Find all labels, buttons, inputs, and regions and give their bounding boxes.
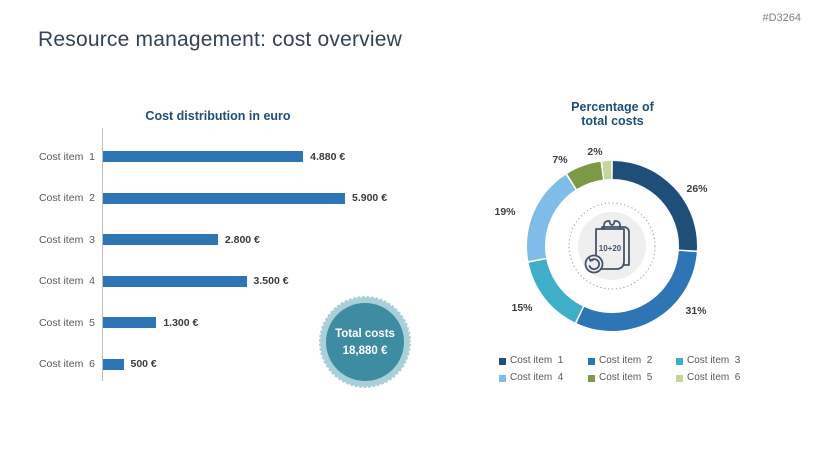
bar-category-label: Cost item 1 [38, 150, 95, 163]
total-costs-badge: Total costs 18,880 € [317, 294, 413, 390]
donut-percent-label: 7% [552, 154, 568, 166]
donut-segment [567, 161, 603, 190]
bar [103, 234, 218, 245]
bar-value-label: 4.880 € [310, 150, 346, 163]
donut-legend: Cost item 1 Cost item 2 Cost item 3 Cost it… [499, 356, 749, 390]
total-costs-badge-circle [317, 294, 413, 390]
bar-category-label: Cost item 2 [38, 192, 95, 204]
legend-swatch [588, 374, 595, 382]
donut-percent-label: 19% [494, 206, 516, 218]
bar-value-label: 3.500 € [253, 275, 289, 287]
receipt-calculation-icon: 10+20 [584, 220, 630, 274]
bar [103, 275, 247, 287]
bar [103, 317, 157, 328]
bar-category-label: Cost item 6 [38, 358, 95, 370]
total-costs-value: 18,880 € [342, 345, 388, 357]
bar-chart-axis [102, 128, 103, 381]
legend-item: Cost item 5 [588, 373, 652, 383]
bar-category-label: Cost item 4 [38, 275, 95, 287]
template-id-tag: #D3264 [762, 12, 801, 24]
donut-percent-label: 2% [587, 146, 603, 158]
donut-percent-label: 15% [511, 302, 533, 314]
bar-category-label: Cost item 5 [38, 316, 95, 329]
bar-chart-title: Cost distribution in euro [145, 109, 291, 123]
legend-label: Cost item 2 [599, 355, 653, 366]
legend-label: Cost item 1 [510, 355, 564, 366]
legend-swatch [588, 357, 595, 365]
bar-category-label: Cost item 3 [38, 233, 95, 246]
donut-percent-label: 26% [686, 183, 708, 195]
page-title: Resource management: cost overview [38, 28, 402, 51]
donut-chart-title-line1: Percentage of [571, 100, 654, 114]
bar [103, 358, 124, 370]
total-costs-label: Total costs [335, 328, 395, 340]
donut-chart: 10+20 26% 31% 15% 19% 7% 2% [494, 131, 727, 361]
bar [103, 151, 304, 162]
legend-swatch [499, 374, 506, 382]
legend-item: Cost item 6 [676, 373, 740, 383]
donut-segment [602, 161, 612, 180]
donut-chart-title: Percentage of total costs [530, 100, 695, 128]
legend-item: Cost item 4 [499, 373, 563, 383]
donut-chart-title-line2: total costs [581, 114, 644, 128]
donut-svg: 10+20 [526, 161, 697, 332]
legend-item: Cost item 1 [499, 356, 563, 366]
donut-segment [528, 259, 583, 323]
bar-value-label: 2.800 € [224, 233, 260, 246]
legend-swatch [676, 374, 683, 382]
legend-label: Cost item 4 [510, 372, 564, 383]
bar-chart: Cost distribution in euro Cost item 1 4.8… [38, 105, 468, 395]
bar [103, 192, 345, 204]
bar-value-label: 1.300 € [163, 316, 199, 329]
svg-text:10+20: 10+20 [599, 244, 622, 253]
bar-value-label: 5.900 € [352, 192, 388, 204]
donut-segment [526, 174, 576, 262]
legend-swatch [499, 357, 506, 365]
donut-percent-label: 31% [685, 305, 707, 317]
legend-item: Cost item 2 [588, 356, 652, 366]
donut-inner-dotted-ring [568, 202, 656, 290]
legend-swatch [676, 357, 683, 365]
donut-segment [612, 161, 697, 251]
legend-item: Cost item 3 [676, 356, 740, 366]
legend-label: Cost item 6 [687, 372, 741, 383]
legend-label: Cost item 5 [599, 372, 653, 383]
donut-segment [576, 250, 697, 332]
legend-label: Cost item 3 [687, 355, 741, 366]
bar-value-label: 500 € [130, 358, 157, 370]
